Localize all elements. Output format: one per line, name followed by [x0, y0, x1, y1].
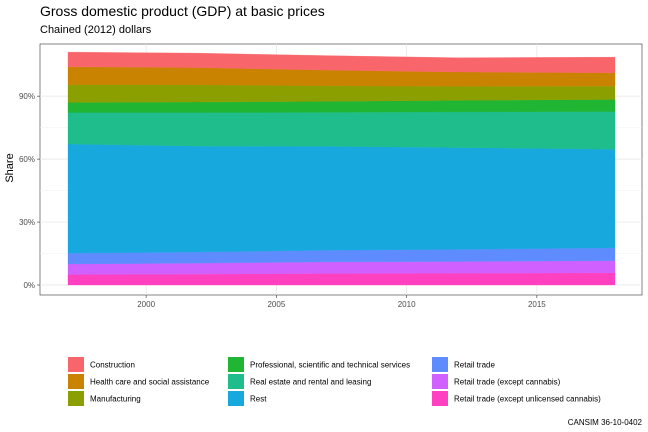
chart-title: Gross domestic product (GDP) at basic pr…: [40, 3, 325, 19]
y-axis: 0% 30% 60% 90%: [19, 92, 40, 290]
y-axis-label: Share: [4, 153, 16, 182]
legend-label-professional-scientific-and-technical-services: Professional, scientific and technical s…: [250, 361, 410, 370]
legend-key-real-estate-and-rental-and-leasing: [228, 374, 244, 389]
legend-key-professional-scientific-and-technical-services: [228, 357, 244, 372]
legend-key-health-care-and-social-assistance: [68, 374, 84, 389]
y-tick-label: 30%: [19, 218, 35, 227]
legend-key-rest: [228, 391, 244, 406]
legend-label-retail-trade-except-cannabis: Retail trade (except cannabis): [454, 378, 561, 387]
x-tick-label: 2015: [528, 300, 546, 309]
legend-label-real-estate-and-rental-and-leasing: Real estate and rental and leasing: [250, 378, 371, 387]
legend-label-construction: Construction: [90, 361, 135, 370]
legend-key-retail-trade-except-cannabis: [432, 374, 448, 389]
x-tick-label: 2010: [398, 300, 416, 309]
legend-label-health-care-and-social-assistance: Health care and social assistance: [90, 378, 210, 387]
x-tick-label: 2005: [267, 300, 285, 309]
x-axis: 2000 2005 2010 2015: [137, 295, 546, 309]
y-tick-label: 60%: [19, 155, 35, 164]
legend-key-construction: [68, 357, 84, 372]
area-retail-trade-except-unlicensed-cannabis: [67, 272, 616, 286]
legend-key-retail-trade-except-unlicensed-cannabis: [432, 391, 448, 406]
area-manufacturing: [67, 84, 616, 103]
legend: Construction Health care and social assis…: [68, 357, 601, 406]
chart-caption: CANSIM 36-10-0402: [568, 418, 643, 427]
area-series: [67, 51, 616, 286]
y-tick-label: 0%: [23, 281, 35, 290]
legend-key-retail-trade: [432, 357, 448, 372]
legend-label-retail-trade-except-unlicensed-cannabis: Retail trade (except unlicensed cannabis…: [454, 395, 601, 404]
legend-key-manufacturing: [68, 391, 84, 406]
area-rest: [67, 143, 616, 254]
y-tick-label: 90%: [19, 92, 35, 101]
x-tick-label: 2000: [137, 300, 155, 309]
area-real-estate-and-rental-and-leasing: [67, 111, 616, 150]
area-construction: [67, 51, 616, 74]
legend-label-retail-trade: Retail trade: [454, 361, 495, 370]
legend-label-manufacturing: Manufacturing: [90, 395, 141, 404]
chart-subtitle: Chained (2012) dollars: [40, 24, 152, 36]
legend-label-rest: Rest: [250, 395, 267, 404]
